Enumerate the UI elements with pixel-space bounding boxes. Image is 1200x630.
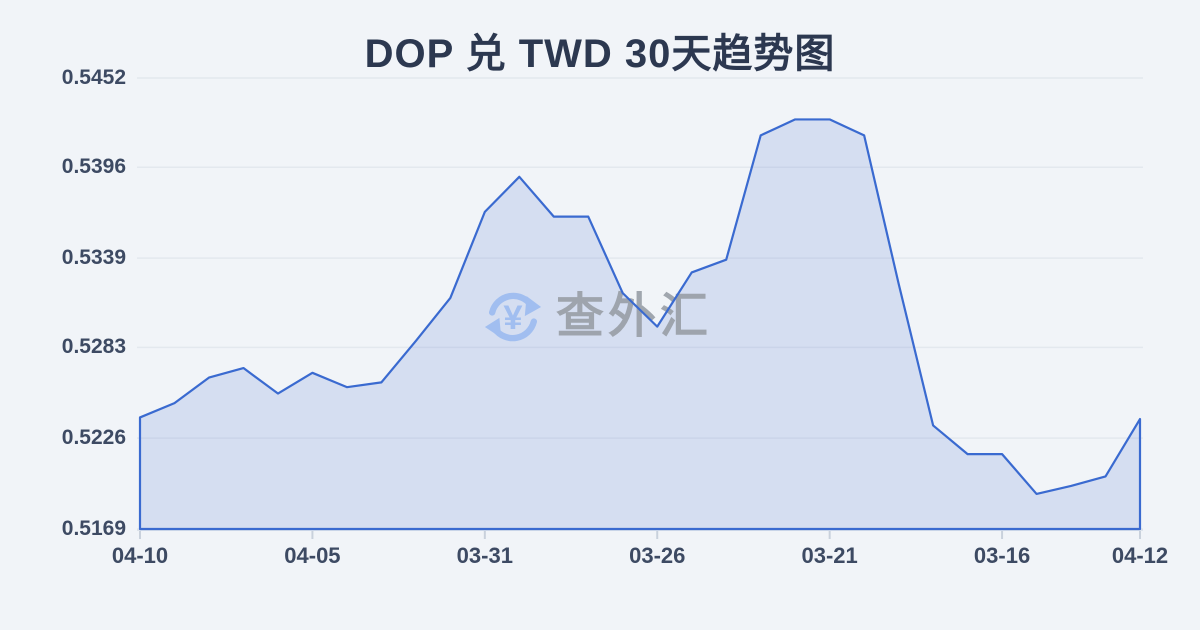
x-tick-label: 03-16 <box>973 543 1031 568</box>
currency-exchange-icon: ¥ <box>484 292 542 342</box>
watermark-text: 查外汇 <box>556 290 713 343</box>
y-tick-label: 0.5283 <box>61 335 126 359</box>
y-tick-label: 0.5226 <box>61 426 126 450</box>
y-tick-label: 0.5452 <box>61 66 126 89</box>
svg-text:¥: ¥ <box>503 299 522 337</box>
chart-title: DOP 兑 TWD 30天趋势图 <box>364 32 836 76</box>
x-tick-label: 04-12 <box>1111 543 1169 568</box>
y-tick-label: 0.5396 <box>61 155 126 179</box>
watermark: ¥ 查外汇 <box>484 286 712 348</box>
x-tick-label: 03-26 <box>629 543 686 568</box>
x-tick-label: 03-21 <box>801 543 858 568</box>
y-tick-label: 0.5169 <box>61 517 126 540</box>
x-tick-label: 04-05 <box>284 543 341 568</box>
y-tick-label: 0.5339 <box>61 246 126 270</box>
x-tick-label: 03-31 <box>456 543 513 568</box>
x-tick-label: 04-10 <box>111 543 169 568</box>
